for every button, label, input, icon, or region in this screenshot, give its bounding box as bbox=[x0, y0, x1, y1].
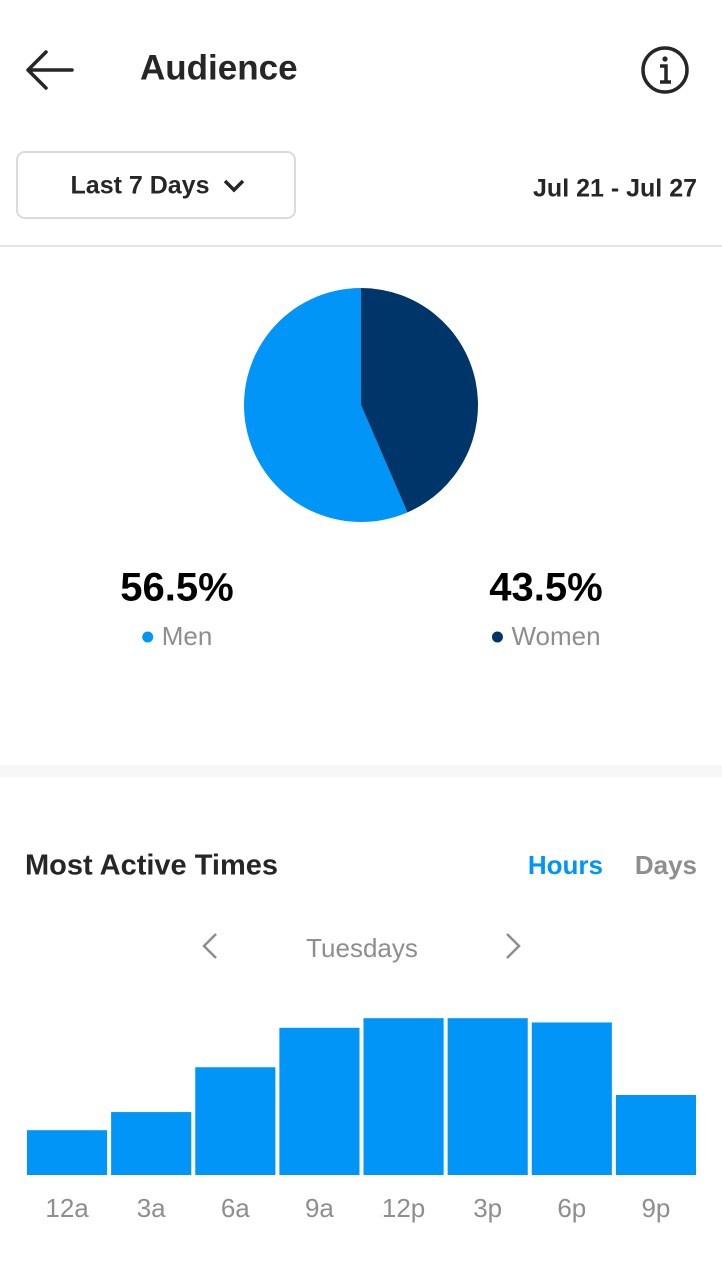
legend-dot bbox=[142, 631, 154, 643]
chevron-down bbox=[223, 179, 245, 193]
x-tick-label: 12a bbox=[45, 1193, 89, 1223]
chevron-right bbox=[506, 933, 521, 959]
bar bbox=[615, 1095, 696, 1175]
x-tick-label: 9a bbox=[305, 1193, 334, 1223]
date-range: Jul 21 - Jul 27 bbox=[533, 175, 697, 203]
bar bbox=[531, 1022, 612, 1175]
chevron-left bbox=[202, 933, 217, 959]
legend-label: Women bbox=[511, 621, 600, 651]
tab[interactable]: Days bbox=[635, 850, 697, 880]
next-day[interactable] bbox=[506, 933, 521, 959]
pie-slice bbox=[361, 288, 479, 513]
bar bbox=[447, 1018, 528, 1175]
bar bbox=[195, 1067, 276, 1175]
x-tick-label: 12p bbox=[382, 1193, 425, 1223]
percent-label: 43.5% bbox=[489, 566, 602, 610]
bar bbox=[363, 1018, 444, 1175]
x-tick-label: 6a bbox=[221, 1193, 250, 1223]
period-label: Last 7 Days bbox=[71, 172, 210, 200]
bar bbox=[279, 1027, 360, 1175]
x-tick-label: 9p bbox=[641, 1193, 670, 1223]
percent-label: 56.5% bbox=[120, 566, 233, 610]
bar bbox=[111, 1112, 192, 1175]
x-tick-label: 3p bbox=[473, 1193, 502, 1223]
info-button[interactable] bbox=[641, 46, 689, 94]
period-dropdown[interactable]: Last 7 Days bbox=[16, 151, 296, 219]
back-arrow bbox=[26, 50, 74, 90]
back-button[interactable] bbox=[26, 50, 74, 90]
info-icon bbox=[641, 46, 689, 94]
page-title: Audience bbox=[140, 48, 298, 87]
section-title: Most Active Times bbox=[25, 850, 278, 882]
bar bbox=[27, 1130, 108, 1175]
info-dot bbox=[662, 56, 668, 62]
legend-dot bbox=[491, 631, 503, 643]
pie-slice bbox=[244, 288, 408, 522]
dropdown-box bbox=[16, 151, 296, 219]
prev-day[interactable] bbox=[202, 933, 217, 959]
info-stem bbox=[660, 64, 671, 84]
legend-label: Men bbox=[162, 621, 213, 651]
x-tick-label: 6p bbox=[557, 1193, 586, 1223]
section-separator bbox=[0, 765, 722, 777]
tab[interactable]: Hours bbox=[528, 850, 603, 880]
day-label: Tuesdays bbox=[306, 933, 418, 963]
x-tick-label: 3a bbox=[137, 1193, 166, 1223]
